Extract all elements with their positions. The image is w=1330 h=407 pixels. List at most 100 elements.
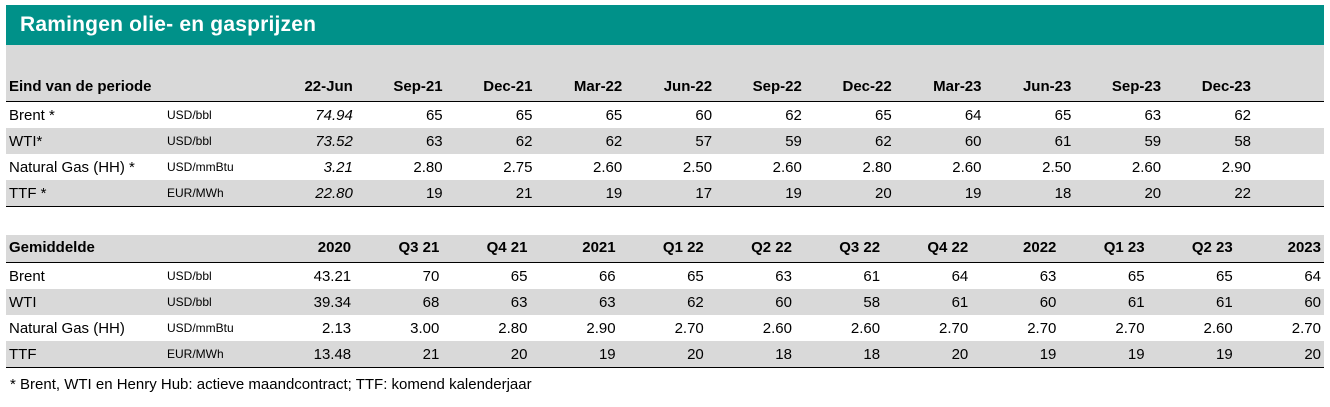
- table-row: WTI* USD/bbl 73.52 63 62 62 57 59 62 60 61 59 58: [6, 128, 1324, 154]
- value-cell: 20: [618, 341, 707, 368]
- table-row: Natural Gas (HH) USD/mmBtu 2.13 3.00 2.80 2.9…: [6, 315, 1324, 341]
- value-cell: 19: [355, 180, 446, 207]
- row-label-cell: Brent: [9, 267, 45, 285]
- value-cell: 61: [1059, 289, 1148, 315]
- value-cell: 2.70: [1291, 319, 1321, 337]
- value-cell: 2.70: [1027, 319, 1057, 337]
- value-cell: 65: [1127, 267, 1145, 285]
- value-cell: 43.21: [313, 267, 352, 285]
- value-cell: 2.70: [674, 319, 704, 337]
- value-cell: 19: [894, 180, 985, 207]
- unit-header-cell: [164, 235, 266, 263]
- value-cell: 64: [964, 106, 982, 124]
- value-cell: 2.80: [862, 158, 892, 176]
- period-column-header: 2022: [971, 235, 1060, 263]
- row-label-cell: TTF *: [6, 180, 164, 207]
- value-cell: 19: [535, 180, 626, 207]
- table-row: TTF EUR/MWh 13.48 21 20 19 20 18 18 20 19 19 19 20: [6, 341, 1324, 368]
- value-cell: 19: [530, 341, 619, 368]
- period-column-header: Jun-22: [625, 45, 716, 102]
- period-column-header: 2021: [530, 235, 619, 263]
- period-column-header: 2020: [266, 235, 355, 263]
- value-cell: 61: [1147, 289, 1236, 315]
- value-cell: 19: [1147, 341, 1236, 368]
- value-cell: 20: [442, 341, 531, 368]
- value-cell: 73.52: [266, 128, 356, 154]
- period-column-header: Dec-23: [1164, 45, 1254, 102]
- average-table: Gemiddelde 2020 Q3 21 Q4 21 2021 Q1 22 Q2 22 Q3…: [6, 235, 1324, 368]
- value-cell: 65: [515, 106, 533, 124]
- value-cell: 59: [715, 128, 805, 154]
- header-row: Eind van de periode 22-Jun Sep-21 Dec-21 Mar…: [6, 45, 1324, 102]
- period-column-header: 2023: [1235, 235, 1324, 263]
- period-column-header: Sep-23: [1074, 45, 1165, 102]
- value-cell: 20: [1235, 341, 1324, 368]
- value-cell: 61: [883, 289, 972, 315]
- value-cell: 39.34: [266, 289, 355, 315]
- row-label-cell: TTF: [6, 341, 164, 368]
- row-label-cell: Natural Gas (HH): [9, 319, 125, 337]
- value-cell: 64: [951, 267, 969, 285]
- value-cell: 60: [1235, 289, 1324, 315]
- value-cell: 2.60: [850, 319, 881, 337]
- period-column-header: Q4 22: [883, 235, 972, 263]
- value-cell: 65: [1054, 106, 1072, 124]
- value-cell: 21: [354, 341, 443, 368]
- period-column-header: Q2 23: [1147, 235, 1236, 263]
- unit-cell: USD/mmBtu: [167, 160, 234, 174]
- value-cell: 61: [984, 128, 1075, 154]
- value-cell: 2.70: [939, 319, 969, 337]
- period-column-header: Dec-21: [445, 45, 536, 102]
- value-cell: 2.60: [593, 158, 623, 176]
- value-cell: 63: [530, 289, 619, 315]
- value-cell: 64: [1304, 267, 1321, 285]
- value-cell: 3.00: [410, 319, 440, 337]
- value-cell: 22: [1164, 180, 1254, 207]
- unit-header-cell: [164, 45, 266, 102]
- value-cell: 19: [1059, 341, 1148, 368]
- period-column-header: Mar-22: [535, 45, 626, 102]
- value-cell: 63: [1144, 106, 1162, 124]
- row-label-cell: WTI: [6, 289, 164, 315]
- period-column-header: 22-Jun: [266, 45, 356, 102]
- value-cell: 2.90: [586, 319, 616, 337]
- footnote: * Brent, WTI en Henry Hub: actieve maand…: [10, 376, 532, 393]
- value-cell: 61: [863, 267, 881, 285]
- value-cell: 20: [883, 341, 972, 368]
- period-column-header: Q1 22: [618, 235, 707, 263]
- value-cell: 20: [804, 180, 895, 207]
- table-row: Brent * USD/bbl 74.94 65 65 65 60 62 65 64 65 63 62: [6, 102, 1324, 129]
- period-column-header: Q2 22: [706, 235, 795, 263]
- value-cell: 58: [794, 289, 884, 315]
- value-cell: 2.60: [1131, 158, 1162, 176]
- value-cell: 60: [894, 128, 985, 154]
- period-column-header: Q1 23: [1059, 235, 1148, 263]
- value-cell: 2.90: [1221, 158, 1251, 176]
- end-of-period-table: Eind van de periode 22-Jun Sep-21 Dec-21 Mar…: [6, 45, 1324, 207]
- value-cell: 63: [775, 267, 792, 285]
- unit-cell: USD/bbl: [164, 128, 266, 154]
- filler-cell: [1254, 128, 1324, 154]
- filler-cell: [1254, 102, 1324, 129]
- value-cell: 63: [355, 128, 446, 154]
- value-cell: 60: [695, 106, 713, 124]
- value-cell: 65: [687, 267, 704, 285]
- period-column-header: Q3 22: [794, 235, 884, 263]
- value-cell: 2.80: [413, 158, 443, 176]
- unit-cell: USD/bbl: [164, 289, 266, 315]
- value-cell: 68: [354, 289, 443, 315]
- period-column-header: Mar-23: [894, 45, 985, 102]
- period-column-header: Sep-22: [715, 45, 805, 102]
- header-row: Gemiddelde 2020 Q3 21 Q4 21 2021 Q1 22 Q2 22 Q3…: [6, 235, 1324, 263]
- filler-cell: [1254, 180, 1324, 207]
- value-cell: 19: [971, 341, 1060, 368]
- value-cell: 2.50: [1042, 158, 1072, 176]
- value-cell: 13.48: [266, 341, 355, 368]
- value-cell: 65: [425, 106, 443, 124]
- value-cell: 74.94: [315, 106, 353, 124]
- value-cell: 70: [422, 267, 440, 285]
- value-cell: 62: [804, 128, 895, 154]
- table-row: Natural Gas (HH) * USD/mmBtu 3.21 2.80 2.75 2…: [6, 154, 1324, 180]
- title-bar: Ramingen olie- en gasprijzen: [6, 5, 1324, 45]
- value-cell: 3.21: [323, 158, 353, 176]
